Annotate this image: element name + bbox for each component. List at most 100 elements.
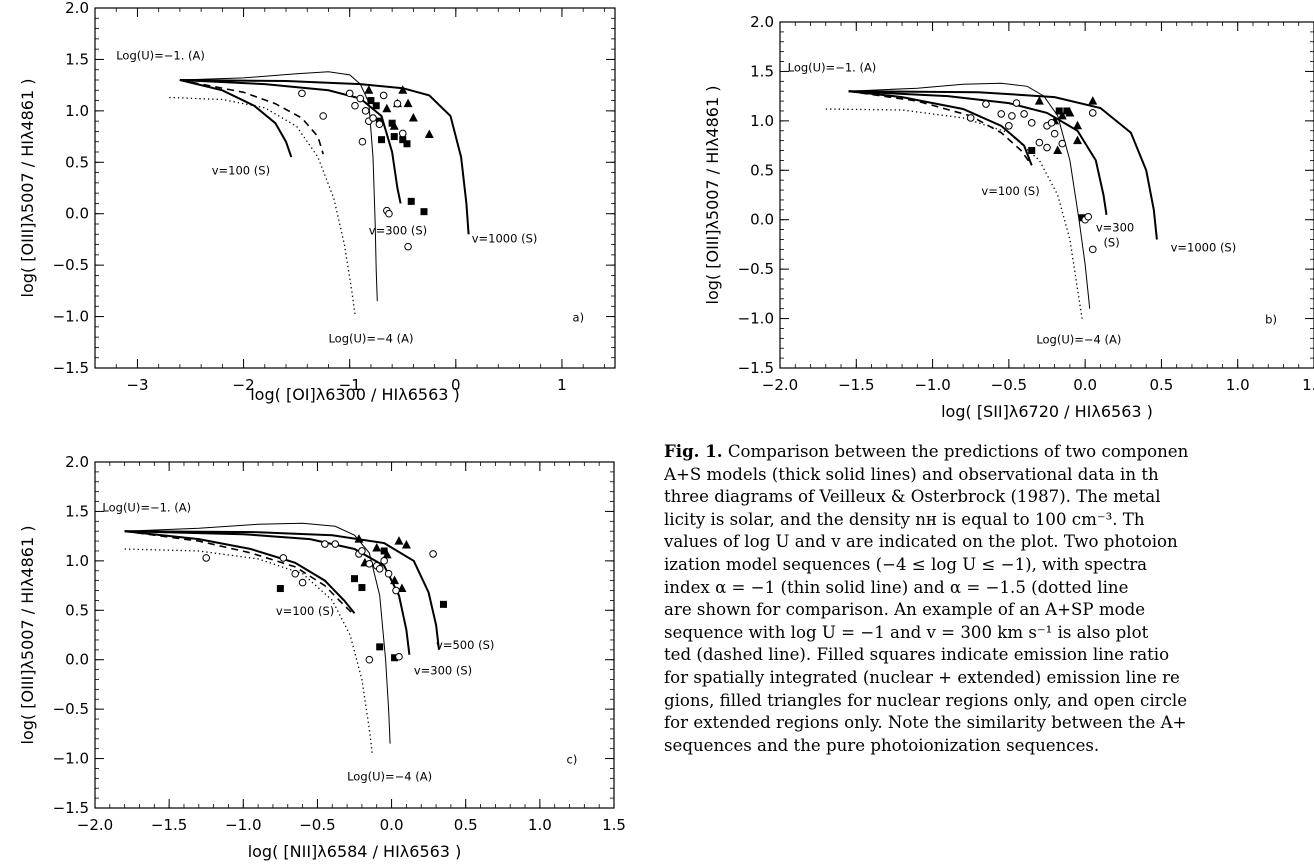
filled-square-point bbox=[372, 102, 380, 110]
series-thick-line bbox=[124, 530, 411, 655]
filled-triangle-point bbox=[1034, 96, 1044, 105]
caption-line: are shown for comparison. An example of … bbox=[664, 600, 1146, 620]
open-circle-point bbox=[395, 652, 403, 661]
open-circle-point bbox=[1020, 110, 1028, 118]
plot-frame bbox=[94, 461, 615, 809]
y-tick-label: 1.5 bbox=[750, 62, 774, 80]
chart-annotation: v=100 (S) bbox=[212, 164, 270, 178]
x-tick-label: 1.0 bbox=[1226, 376, 1250, 394]
y-tick-label: 0.5 bbox=[65, 601, 89, 619]
open-circle-point bbox=[291, 569, 299, 578]
y-tick-label: 0.0 bbox=[750, 211, 774, 229]
open-circle-point bbox=[1043, 143, 1051, 152]
x-tick-label: −1 bbox=[339, 376, 361, 394]
open-circle-point bbox=[379, 91, 388, 100]
open-circle-point bbox=[321, 540, 329, 548]
series-thick-line bbox=[848, 90, 1033, 166]
filled-square-point bbox=[420, 208, 428, 216]
chart-annotation: v=300 (S) bbox=[414, 664, 472, 678]
chart-annotation: c) bbox=[567, 753, 578, 767]
filled-triangle-point bbox=[401, 540, 411, 549]
x-tick-label: −1.0 bbox=[914, 376, 950, 394]
filled-triangle-point bbox=[382, 549, 392, 559]
chart-0-root: −3 −2 −1 0 1 −1.5 −1.0 −0.5 0.0 0.5 1.0 1.5 2.0 log( … bbox=[18, 0, 616, 404]
series-thick-line bbox=[124, 530, 440, 650]
open-circle-point bbox=[1012, 99, 1021, 107]
open-circle-point bbox=[1050, 129, 1059, 138]
series-dashed-line bbox=[124, 530, 356, 616]
series-thick-line bbox=[848, 90, 1108, 215]
open-circle-point bbox=[1088, 245, 1097, 254]
chart-annotation: Log(U)=−4 (A) bbox=[328, 331, 413, 345]
y-tick-label: −1.5 bbox=[53, 799, 89, 817]
filled-triangle-point bbox=[424, 129, 434, 139]
series-dotted-line bbox=[124, 548, 373, 754]
x-tick-label: −2 bbox=[233, 376, 255, 394]
chart-annotation: (S) bbox=[1103, 235, 1119, 249]
series-dotted-line bbox=[169, 96, 356, 315]
open-circle-point bbox=[1027, 119, 1036, 127]
y-tick-label: 1.0 bbox=[65, 102, 89, 120]
open-circle-point bbox=[1035, 138, 1044, 147]
y-tick-label: 1.0 bbox=[750, 112, 774, 130]
open-circle-point bbox=[380, 557, 388, 565]
y-tick-label: −1.5 bbox=[53, 359, 89, 377]
y-tick-label: 2.0 bbox=[65, 453, 89, 471]
open-circle-point bbox=[1005, 122, 1013, 130]
x-axis-label: log( [SII]λ6720 / HIλ6563 ) bbox=[941, 402, 1153, 421]
filled-square-point bbox=[1063, 107, 1071, 115]
x-tick-label: 0.0 bbox=[380, 816, 404, 834]
x-tick-label: −2.0 bbox=[77, 816, 113, 834]
series-thin-line bbox=[848, 82, 1091, 309]
open-circle-point bbox=[997, 110, 1006, 118]
x-tick-label: −1.5 bbox=[838, 376, 874, 394]
open-circle-point bbox=[369, 114, 377, 122]
filled-triangle-point bbox=[394, 536, 404, 545]
open-circle-point bbox=[361, 107, 370, 115]
chart-2-root: −2.0 −1.5 −1.0 −0.5 0.0 0.5 1.0 1.5−1.5−1.0−0.5… bbox=[18, 453, 626, 861]
filled-square-point bbox=[403, 140, 411, 148]
caption-line: three diagrams of Veilleux & Osterbrock … bbox=[664, 487, 1161, 507]
filled-triangle-point bbox=[1073, 135, 1083, 145]
filled-triangle-point bbox=[390, 575, 400, 585]
open-circle-point bbox=[966, 114, 975, 122]
caption-line: gions, filled triangles for nuclear regi… bbox=[664, 690, 1188, 710]
open-circle-point bbox=[1084, 212, 1092, 221]
x-tick-label: −2.0 bbox=[762, 376, 798, 394]
open-circle-point bbox=[356, 94, 365, 103]
y-tick-label: 1.0 bbox=[65, 552, 89, 570]
y-tick-label: −1.0 bbox=[738, 310, 774, 328]
filled-triangle-point bbox=[408, 113, 418, 122]
filled-square-point bbox=[358, 584, 366, 592]
chart-annotation: Log(U)=−1. (A) bbox=[788, 60, 877, 74]
open-circle-point bbox=[279, 554, 288, 562]
caption-figure-label: Fig. 1. bbox=[664, 441, 723, 461]
caption-line: licity is solar, and the density nʜ is e… bbox=[664, 509, 1145, 529]
filled-square-point bbox=[376, 643, 384, 651]
series-thin-line bbox=[124, 522, 391, 744]
filled-triangle-point bbox=[354, 534, 364, 543]
filled-square-point bbox=[378, 136, 386, 144]
filled-triangle-point bbox=[398, 85, 408, 94]
x-tick-label: 0.0 bbox=[1073, 376, 1097, 394]
caption-line: ization model sequences (−4 ≤ log U ≤ −1… bbox=[664, 554, 1148, 574]
caption-line: index α = −1 (thin solid line) and α = −… bbox=[664, 577, 1129, 597]
filled-square-point bbox=[399, 136, 407, 144]
x-tick-label: −1.5 bbox=[151, 816, 187, 834]
open-circle-point bbox=[358, 137, 367, 146]
chart-annotation: v=300 (S) bbox=[369, 223, 427, 237]
open-circle-point bbox=[351, 101, 359, 110]
filled-square-point bbox=[439, 600, 447, 608]
panel-c: −2.0 −1.5 −1.0 −0.5 0.0 0.5 1.0 1.5 −1.5 −1.0 −0.5… bbox=[0, 440, 640, 867]
open-circle-point bbox=[375, 564, 384, 573]
chart-annotation: Log(U)=−1. (A) bbox=[102, 500, 191, 514]
x-tick-label: 1.0 bbox=[528, 816, 552, 834]
y-tick-label: 0.0 bbox=[65, 651, 89, 669]
open-circle-point bbox=[319, 112, 327, 120]
open-circle-point bbox=[1047, 119, 1056, 127]
filled-square-point bbox=[380, 547, 388, 555]
open-circle-point bbox=[365, 560, 374, 568]
y-tick-label: −0.5 bbox=[53, 700, 89, 718]
caption-line: for spatially integrated (nuclear + exte… bbox=[664, 667, 1180, 687]
filled-square-point bbox=[391, 654, 399, 662]
